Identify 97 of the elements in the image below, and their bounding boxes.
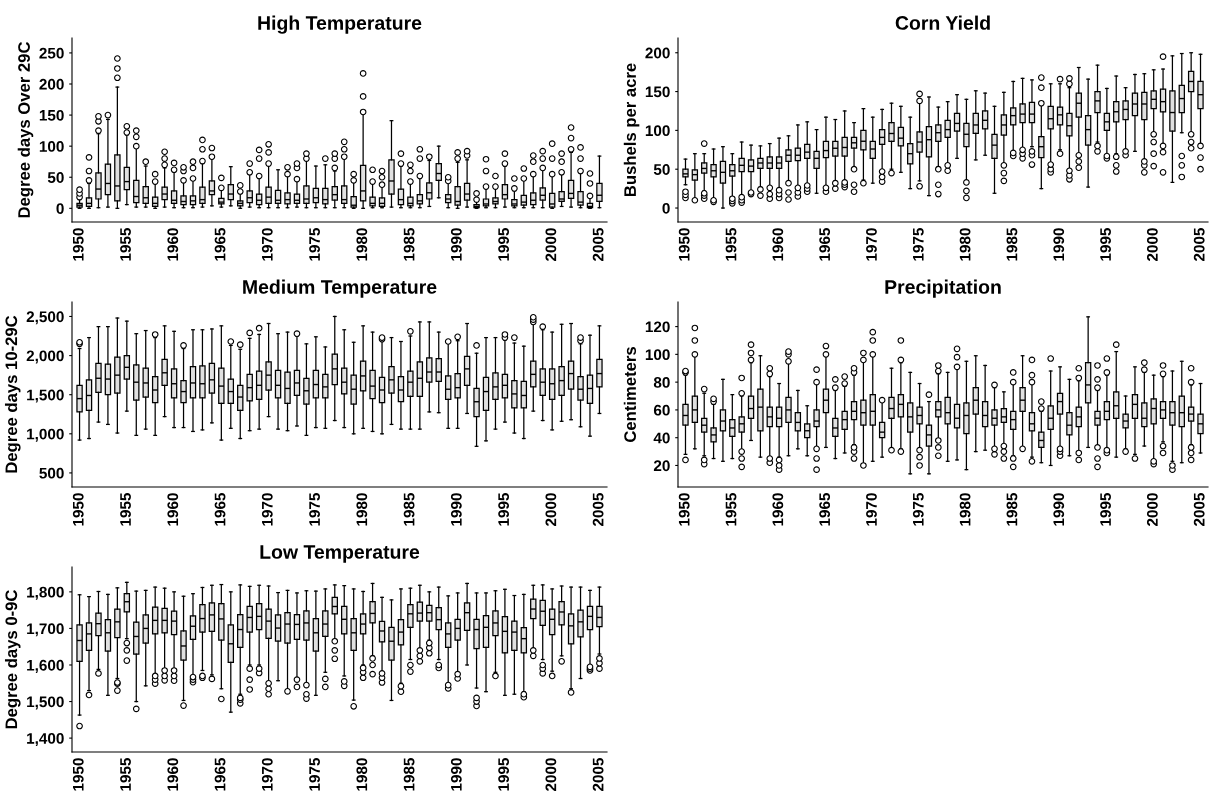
x-tick-label: 1980 [959,493,971,526]
y-axis-title: Degree days 0-9C [4,590,21,729]
y-tick-label: 1,500 [27,696,64,710]
x-tick-label: 1970 [866,228,877,261]
y-tick-label: 200 [645,47,670,59]
y-tick-label: 20 [653,460,670,472]
y-tick-label: 50 [653,164,670,175]
x-tick-label: 1985 [403,227,415,261]
x-tick-label: 2000 [1146,493,1158,527]
x-tick-label: 1970 [261,493,273,526]
x-tick-label: 1980 [959,228,971,261]
x-tick-label: 1950 [678,228,690,261]
y-tick-label: 150 [39,109,64,121]
x-tick-label: 1995 [1100,492,1111,526]
y-tick-label: 200 [39,78,64,90]
x-tick-label: 1995 [1100,227,1111,261]
y-tick-label: 0 [56,203,64,215]
x-tick-label: 1975 [309,227,320,261]
x-tick-label: 1995 [498,757,510,791]
y-tick-label: 1,500 [27,389,64,403]
x-tick-label: 1960 [772,228,784,261]
y-tick-label: 2,500 [26,311,64,325]
x-tick-label: 1975 [912,492,924,526]
y-tick-label: 40 [653,432,670,444]
x-tick-label: 1990 [1053,493,1065,526]
x-tick-label: 1955 [120,492,131,526]
y-tick-label: 100 [645,349,670,361]
y-axis-title: Bushels per acre [623,63,640,197]
x-tick-label: 1970 [866,493,877,526]
x-tick-label: 2005 [592,227,604,262]
x-tick-label: 1965 [214,492,226,526]
x-tick-label: 1950 [72,228,84,261]
y-tick-label: 2,000 [26,350,64,364]
y-tick-label: 1,400 [27,732,64,747]
x-tick-label: 1970 [261,758,273,791]
y-tick-label: 60 [653,404,670,416]
x-tick-label: 1990 [450,228,462,261]
x-tick-label: 1965 [214,227,226,261]
x-tick-label: 1985 [403,757,415,791]
x-tick-label: 1995 [498,492,510,526]
y-axis-title: Degree days 10-29C [4,315,21,473]
x-tick-label: 1955 [725,492,737,526]
x-tick-label: 2000 [545,758,557,792]
y-axis-title: Centimeters [623,347,637,442]
x-tick-label: 1960 [167,758,179,791]
y-tick-label: 100 [39,141,64,152]
chart-title: Precipitation [885,279,1001,298]
x-tick-label: 2005 [592,757,604,792]
chart-title: Medium Temperature [243,279,437,298]
y-axis-title: Degree days Over 29C [17,41,34,218]
x-tick-label: 1975 [309,492,320,526]
y-tick-label: 250 [39,47,64,59]
x-tick-label: 1950 [72,493,84,526]
y-tick-label: 500 [39,467,64,479]
chart-title: Low Temperature [260,545,420,563]
x-tick-label: 1985 [1006,492,1018,526]
x-tick-label: 1960 [772,493,784,526]
y-tick-label: 120 [645,321,670,333]
x-tick-label: 1965 [819,227,831,261]
chart-title: High Temperature [258,15,422,34]
x-tick-label: 1995 [498,227,510,261]
x-tick-label: 1955 [120,757,131,791]
x-tick-label: 2000 [545,228,557,262]
x-tick-label: 2000 [1146,228,1158,262]
x-tick-label: 1985 [403,492,415,526]
x-tick-label: 1980 [356,758,368,791]
x-tick-label: 1980 [356,493,368,526]
x-tick-label: 1965 [819,492,831,526]
x-tick-label: 2000 [545,493,557,527]
x-tick-label: 1950 [678,493,690,526]
y-tick-label: 80 [653,377,670,388]
x-tick-label: 1985 [1006,227,1018,261]
y-tick-label: 1,000 [27,428,64,442]
x-tick-label: 1965 [214,757,226,791]
y-tick-label: 1,800 [27,586,64,600]
x-tick-label: 1955 [725,227,737,261]
x-tick-label: 1975 [912,227,924,261]
x-tick-label: 1970 [261,228,273,261]
y-tick-label: 100 [645,125,670,137]
x-tick-label: 1990 [450,493,462,526]
x-tick-label: 1980 [356,228,368,261]
x-tick-label: 1990 [450,758,462,791]
chart-title: Corn Yield [895,15,990,30]
x-tick-label: 1950 [72,758,84,791]
x-tick-label: 2005 [1193,492,1205,527]
x-tick-label: 2005 [592,492,604,527]
x-tick-label: 1975 [309,757,320,791]
y-tick-label: 150 [645,86,670,98]
y-tick-label: 1,600 [27,659,64,673]
y-tick-label: 1,700 [27,623,64,637]
x-tick-label: 1990 [1053,228,1065,261]
x-tick-label: 1960 [167,228,179,261]
x-tick-label: 1955 [120,227,131,261]
y-tick-label: 0 [662,202,670,214]
x-tick-label: 1960 [167,493,179,526]
x-tick-label: 2005 [1193,227,1205,262]
y-tick-label: 50 [47,172,64,183]
